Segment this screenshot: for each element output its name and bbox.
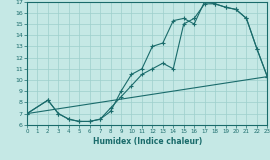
X-axis label: Humidex (Indice chaleur): Humidex (Indice chaleur)	[93, 137, 202, 146]
